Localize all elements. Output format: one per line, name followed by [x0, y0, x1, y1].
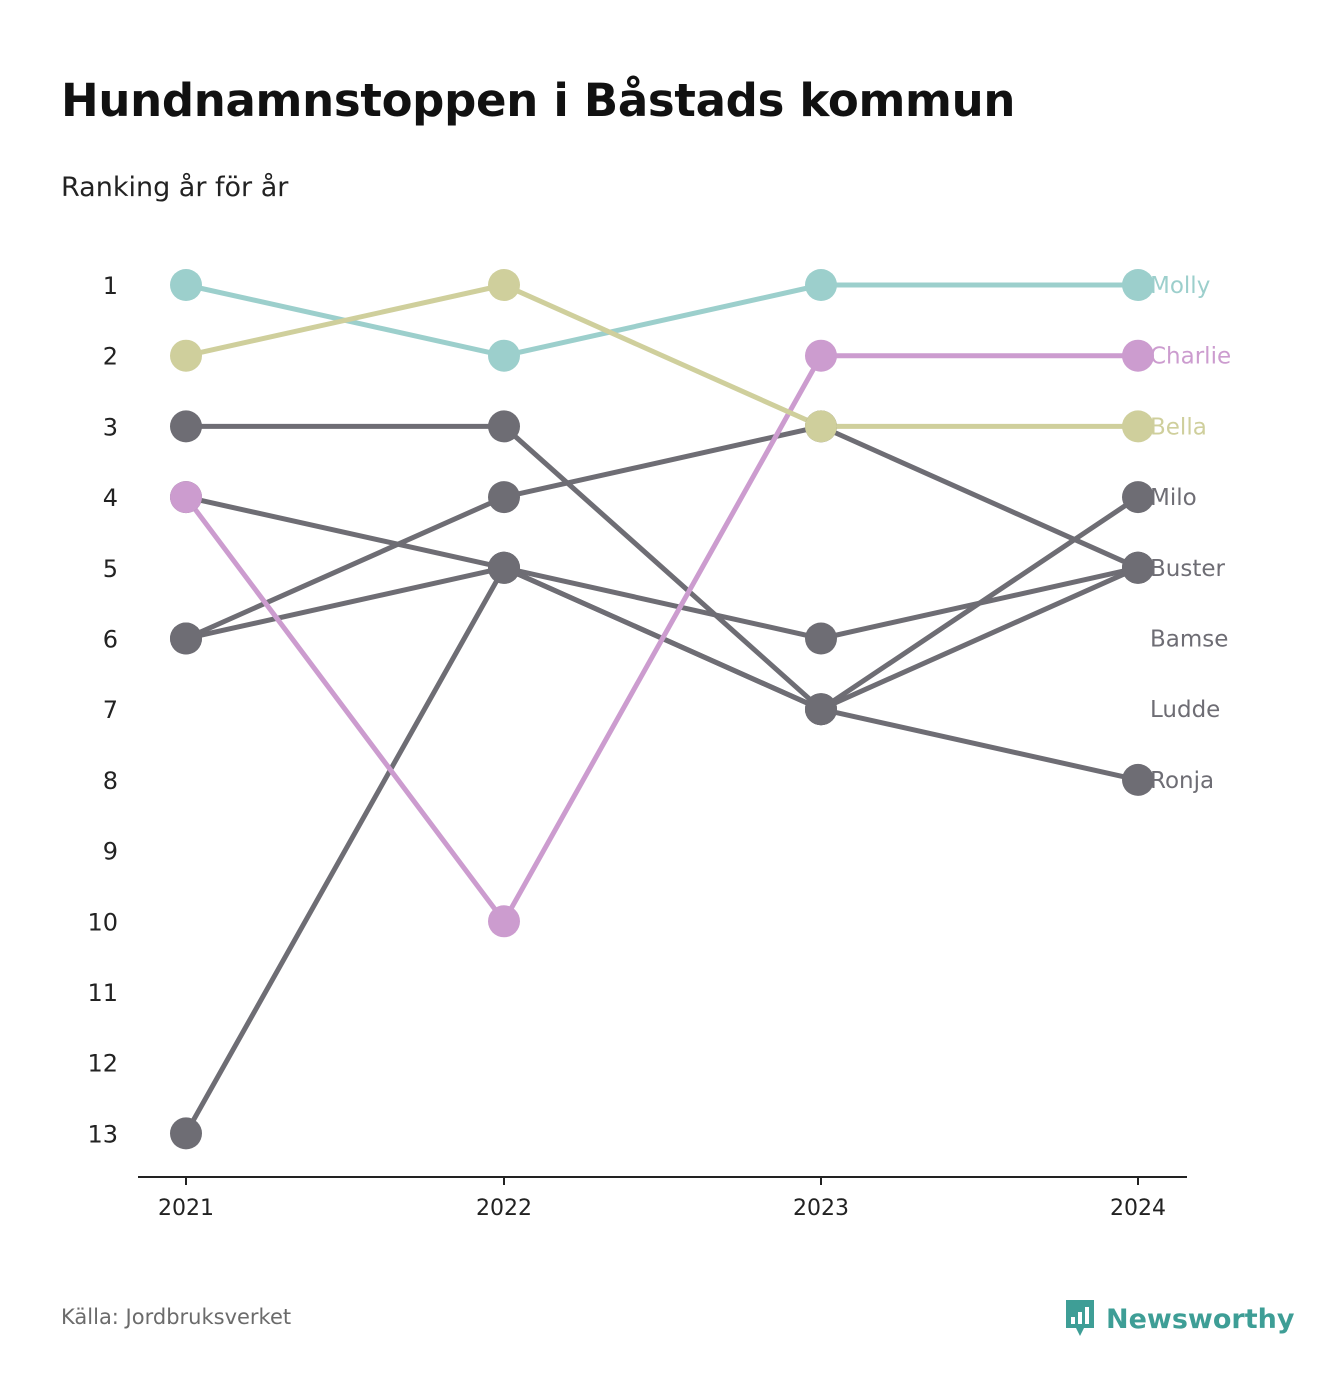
source-note: Källa: Jordbruksverket — [61, 1305, 292, 1329]
end-label-milo: Milo — [1150, 485, 1197, 511]
brand-name: Newsworthy — [1106, 1303, 1295, 1335]
point-molly-2023 — [805, 269, 837, 301]
end-label-molly: Molly — [1150, 273, 1210, 299]
point-charlie-2024 — [1122, 339, 1154, 372]
series-line-bamse — [183, 423, 1141, 712]
point-ronja-2022 — [488, 551, 520, 584]
end-label-charlie: Charlie — [1150, 344, 1231, 370]
x-tick-label-2021: 2021 — [158, 1196, 214, 1221]
point-bella-2021 — [170, 339, 202, 372]
series-end-labels: Molly Charlie Bella Milo Buster Bamse Ludde Ron… — [1150, 273, 1231, 794]
point-charlie-2023 — [805, 339, 837, 372]
series-line-charlie — [183, 353, 1141, 924]
y-tick-label-9: 9 — [103, 838, 118, 866]
y-tick-label-6: 6 — [103, 626, 118, 654]
chart-title: Hundnamnstoppen i Båstads kommun — [61, 74, 1016, 127]
end-label-bella: Bella — [1150, 414, 1207, 440]
y-tick-label-2: 2 — [103, 343, 118, 371]
series-line-buster — [183, 565, 1141, 641]
point-buster-2023 — [805, 622, 837, 655]
series-line-ludde — [183, 565, 1141, 1136]
y-tick-label-8: 8 — [103, 767, 118, 795]
y-tick-label-11: 11 — [87, 979, 118, 1007]
y-tick-label-13: 13 — [87, 1120, 118, 1148]
point-buster-2021 — [170, 622, 202, 655]
end-label-ludde: Ludde — [1150, 697, 1220, 723]
point-milo-2022 — [488, 481, 520, 514]
series-line-bella — [183, 282, 1141, 429]
series-line-milo — [183, 423, 1141, 641]
point-ludde-2024 — [1122, 551, 1154, 584]
chart-subtitle: Ranking år för år — [61, 172, 289, 203]
y-tick-label-5: 5 — [103, 555, 118, 583]
x-tick-label-2023: 2023 — [793, 1196, 849, 1221]
newsworthy-logo: Newsworthy — [1063, 1298, 1294, 1340]
y-tick-label-1: 1 — [103, 272, 118, 300]
x-axis-ticks: 2021 2022 2023 2024 — [158, 1177, 1166, 1221]
y-tick-label-10: 10 — [87, 908, 118, 936]
y-tick-label-7: 7 — [103, 696, 118, 724]
point-ronja-2023 — [805, 693, 837, 726]
end-label-buster: Buster — [1150, 556, 1226, 582]
point-bella-2024 — [1122, 410, 1154, 443]
end-label-ronja: Ronja — [1150, 768, 1214, 794]
point-ronja-2024 — [1122, 763, 1154, 796]
point-molly-2021 — [170, 269, 202, 301]
point-bella-2023 — [805, 410, 837, 443]
series-line-molly — [183, 282, 1141, 359]
point-bamse-2024 — [1122, 481, 1154, 514]
y-tick-label-12: 12 — [87, 1050, 118, 1078]
end-label-bamse: Bamse — [1150, 627, 1228, 653]
point-bella-2022 — [488, 269, 520, 301]
point-charlie-2021 — [170, 481, 202, 514]
point-bamse-2022 — [488, 410, 520, 443]
point-charlie-2022 — [488, 905, 520, 938]
x-tick-label-2022: 2022 — [476, 1196, 532, 1221]
x-tick-label-2024: 2024 — [1110, 1196, 1166, 1221]
series-points — [170, 269, 1154, 1150]
y-tick-label-4: 4 — [103, 484, 118, 512]
series-lines — [183, 282, 1141, 1136]
point-molly-2022 — [488, 339, 520, 372]
point-molly-2024 — [1122, 269, 1154, 301]
point-bamse-2021 — [170, 410, 202, 443]
y-tick-label-3: 3 — [103, 413, 118, 441]
point-ludde-2021 — [170, 1117, 202, 1150]
newsworthy-logo-icon — [1066, 1300, 1094, 1336]
